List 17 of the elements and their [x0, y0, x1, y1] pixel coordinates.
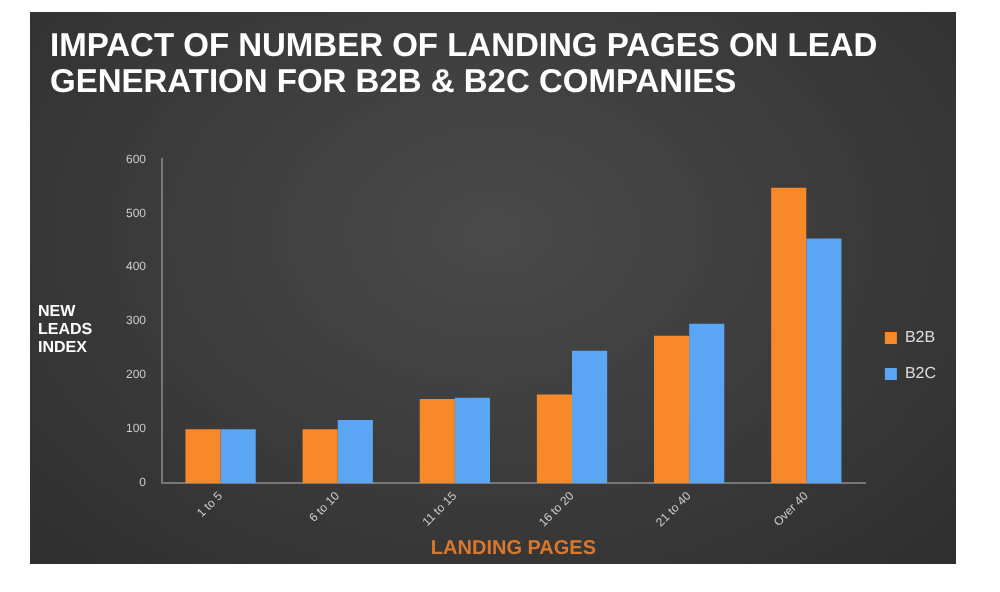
bar [419, 398, 455, 484]
bar [572, 350, 608, 484]
bar [689, 323, 725, 484]
bar [302, 429, 338, 484]
legend-label: B2B [904, 328, 936, 347]
bar [454, 397, 491, 484]
bar [654, 335, 690, 484]
bar [185, 429, 221, 484]
legend-label: B2C [904, 364, 937, 383]
bar [220, 429, 256, 484]
y-axis-title: NEW LEADS INDEX [38, 302, 95, 356]
x-axis-title: LANDING PAGES [430, 537, 597, 560]
bar [806, 238, 842, 484]
bar [337, 419, 373, 484]
bar [771, 187, 807, 484]
chart-title: IMPACT OF NUMBER OF LANDING PAGES ON LEAD GENERATION FOR B2B & B2C COMPANIES [50, 28, 880, 100]
bar [536, 394, 573, 484]
